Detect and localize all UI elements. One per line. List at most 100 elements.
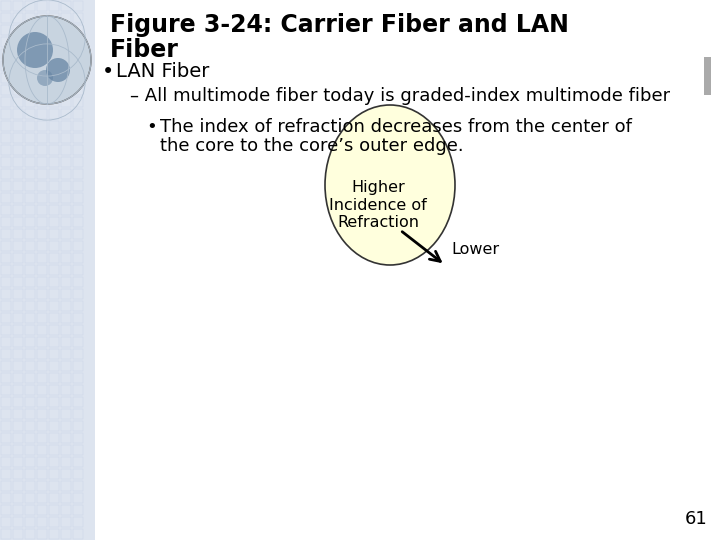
FancyBboxPatch shape (73, 529, 83, 539)
FancyBboxPatch shape (37, 25, 47, 35)
FancyBboxPatch shape (37, 445, 47, 455)
Text: •: • (102, 62, 114, 82)
FancyBboxPatch shape (73, 217, 83, 227)
FancyBboxPatch shape (37, 517, 47, 527)
FancyBboxPatch shape (13, 421, 23, 431)
FancyBboxPatch shape (61, 97, 71, 107)
FancyBboxPatch shape (49, 373, 59, 383)
FancyBboxPatch shape (1, 361, 11, 371)
FancyBboxPatch shape (13, 481, 23, 491)
FancyBboxPatch shape (13, 1, 23, 11)
FancyBboxPatch shape (25, 481, 35, 491)
FancyBboxPatch shape (61, 241, 71, 251)
FancyBboxPatch shape (13, 289, 23, 299)
FancyBboxPatch shape (61, 337, 71, 347)
FancyBboxPatch shape (49, 85, 59, 95)
FancyBboxPatch shape (73, 25, 83, 35)
FancyBboxPatch shape (73, 1, 83, 11)
FancyBboxPatch shape (49, 337, 59, 347)
FancyBboxPatch shape (73, 37, 83, 47)
FancyBboxPatch shape (25, 241, 35, 251)
FancyBboxPatch shape (37, 49, 47, 59)
FancyBboxPatch shape (13, 325, 23, 335)
FancyBboxPatch shape (37, 433, 47, 443)
FancyBboxPatch shape (61, 421, 71, 431)
FancyBboxPatch shape (37, 157, 47, 167)
FancyBboxPatch shape (73, 373, 83, 383)
FancyBboxPatch shape (37, 469, 47, 479)
FancyBboxPatch shape (1, 49, 11, 59)
FancyBboxPatch shape (49, 325, 59, 335)
FancyBboxPatch shape (37, 529, 47, 539)
FancyBboxPatch shape (61, 49, 71, 59)
FancyBboxPatch shape (61, 349, 71, 359)
FancyBboxPatch shape (13, 385, 23, 395)
FancyBboxPatch shape (49, 469, 59, 479)
FancyBboxPatch shape (1, 265, 11, 275)
FancyBboxPatch shape (61, 385, 71, 395)
Text: – All multimode fiber today is graded-index multimode fiber: – All multimode fiber today is graded-in… (130, 87, 670, 105)
FancyBboxPatch shape (49, 37, 59, 47)
FancyBboxPatch shape (1, 529, 11, 539)
FancyBboxPatch shape (13, 37, 23, 47)
FancyBboxPatch shape (49, 241, 59, 251)
FancyBboxPatch shape (25, 169, 35, 179)
FancyBboxPatch shape (61, 493, 71, 503)
FancyBboxPatch shape (49, 433, 59, 443)
FancyBboxPatch shape (13, 73, 23, 83)
FancyBboxPatch shape (25, 157, 35, 167)
FancyBboxPatch shape (1, 241, 11, 251)
FancyBboxPatch shape (37, 421, 47, 431)
Text: Fiber: Fiber (110, 38, 179, 62)
FancyBboxPatch shape (61, 409, 71, 419)
FancyBboxPatch shape (1, 385, 11, 395)
FancyBboxPatch shape (95, 150, 710, 540)
FancyBboxPatch shape (61, 85, 71, 95)
FancyBboxPatch shape (13, 25, 23, 35)
FancyBboxPatch shape (61, 109, 71, 119)
FancyBboxPatch shape (13, 169, 23, 179)
FancyBboxPatch shape (61, 169, 71, 179)
FancyBboxPatch shape (37, 505, 47, 515)
FancyBboxPatch shape (25, 229, 35, 239)
FancyBboxPatch shape (49, 313, 59, 323)
Ellipse shape (325, 105, 455, 265)
FancyBboxPatch shape (61, 289, 71, 299)
FancyBboxPatch shape (1, 373, 11, 383)
FancyBboxPatch shape (25, 457, 35, 467)
FancyBboxPatch shape (61, 229, 71, 239)
FancyBboxPatch shape (1, 1, 11, 11)
FancyBboxPatch shape (1, 181, 11, 191)
FancyBboxPatch shape (25, 49, 35, 59)
FancyBboxPatch shape (61, 193, 71, 203)
FancyBboxPatch shape (1, 25, 11, 35)
FancyBboxPatch shape (13, 313, 23, 323)
FancyBboxPatch shape (13, 361, 23, 371)
FancyBboxPatch shape (73, 349, 83, 359)
FancyBboxPatch shape (1, 445, 11, 455)
FancyBboxPatch shape (37, 169, 47, 179)
Text: Higher
Incidence of
Refraction: Higher Incidence of Refraction (329, 180, 427, 230)
FancyBboxPatch shape (25, 517, 35, 527)
FancyBboxPatch shape (37, 481, 47, 491)
FancyBboxPatch shape (61, 121, 71, 131)
Text: •: • (146, 118, 157, 136)
FancyBboxPatch shape (37, 121, 47, 131)
Circle shape (17, 32, 53, 68)
Text: The index of refraction decreases from the center of: The index of refraction decreases from t… (160, 118, 632, 136)
FancyBboxPatch shape (61, 25, 71, 35)
FancyBboxPatch shape (49, 13, 59, 23)
FancyBboxPatch shape (73, 481, 83, 491)
FancyBboxPatch shape (13, 433, 23, 443)
FancyBboxPatch shape (37, 97, 47, 107)
FancyBboxPatch shape (49, 73, 59, 83)
FancyBboxPatch shape (61, 505, 71, 515)
FancyBboxPatch shape (1, 169, 11, 179)
FancyBboxPatch shape (73, 73, 83, 83)
FancyBboxPatch shape (1, 433, 11, 443)
FancyBboxPatch shape (49, 109, 59, 119)
FancyBboxPatch shape (61, 1, 71, 11)
FancyBboxPatch shape (49, 289, 59, 299)
FancyBboxPatch shape (49, 145, 59, 155)
Text: the core to the core’s outer edge.: the core to the core’s outer edge. (160, 137, 464, 155)
